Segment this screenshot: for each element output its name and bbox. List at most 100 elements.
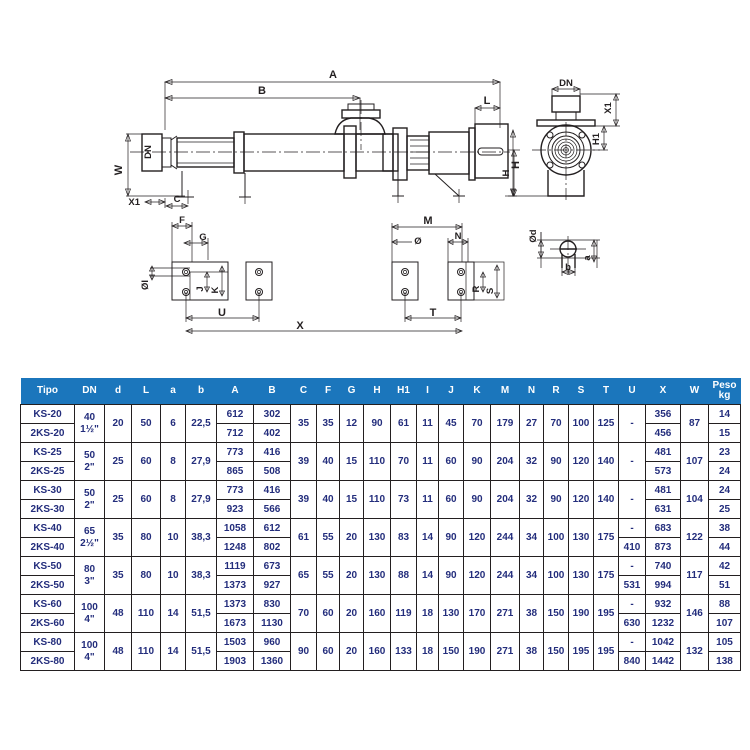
cell-H: 160 bbox=[363, 632, 391, 671]
cell-W: 132 bbox=[680, 632, 709, 671]
cell-M: 244 bbox=[490, 518, 520, 557]
cell-H: 130 bbox=[363, 556, 391, 595]
dim-label-X1-front: X1 bbox=[603, 101, 614, 113]
cell-I: 11 bbox=[416, 442, 439, 481]
dim-label-T: T bbox=[430, 307, 437, 319]
cell-b: 27,9 bbox=[185, 480, 217, 519]
dim-label-M: M bbox=[423, 215, 432, 227]
cell-N: 38 bbox=[519, 632, 544, 671]
cell-d: 48 bbox=[104, 594, 132, 633]
dim-label-K: K bbox=[210, 286, 221, 293]
cell-M: 271 bbox=[490, 632, 520, 671]
cell-K: 120 bbox=[463, 556, 491, 595]
cell-X: 1442 bbox=[645, 651, 681, 671]
table-row: 2KS-30 923 566 631 25 bbox=[20, 499, 741, 519]
cell-J: 90 bbox=[438, 518, 464, 557]
cell-d: 25 bbox=[104, 480, 132, 519]
cell-peso: 138 bbox=[708, 651, 741, 671]
cell-A: 773 bbox=[216, 442, 254, 462]
cell-peso: 88 bbox=[708, 594, 741, 614]
cell-J: 90 bbox=[438, 556, 464, 595]
dim-label-H-front: H bbox=[501, 169, 512, 176]
cell-N: 27 bbox=[519, 404, 544, 443]
col-header-X: X bbox=[645, 378, 681, 405]
cell-X: 481 bbox=[645, 480, 681, 500]
cell-G: 20 bbox=[339, 556, 364, 595]
cell-U: 630 bbox=[618, 613, 646, 633]
cell-A: 1673 bbox=[216, 613, 254, 633]
cell-K: 190 bbox=[463, 632, 491, 671]
table-row: KS-60 100 4" 48 110 14 51,5 1373 830 70 60 20 160 119… bbox=[20, 594, 741, 633]
cell-A: 1248 bbox=[216, 537, 254, 557]
cell-A: 923 bbox=[216, 499, 254, 519]
cell-S: 100 bbox=[568, 404, 594, 443]
cell-U: - bbox=[618, 480, 646, 519]
cell-S: 130 bbox=[568, 556, 594, 595]
cell-G: 15 bbox=[339, 480, 364, 519]
cell-G: 20 bbox=[339, 632, 364, 671]
cell-B: 302 bbox=[253, 404, 291, 424]
cell-b: 51,5 bbox=[185, 594, 217, 633]
cell-H1: 70 bbox=[390, 442, 417, 481]
dim-label-N: N bbox=[455, 231, 462, 242]
cell-C: 70 bbox=[290, 594, 317, 633]
col-header-C: C bbox=[290, 378, 317, 405]
table-row: KS-40 65 2½" 35 80 10 38,3 1058 612 61 55 20 130 83 14… bbox=[20, 518, 741, 557]
col-header-G: G bbox=[339, 378, 364, 405]
col-header-F: F bbox=[316, 378, 340, 405]
cell-F: 55 bbox=[316, 556, 340, 595]
cell-L: 60 bbox=[131, 480, 161, 519]
dim-label-F: F bbox=[179, 215, 185, 226]
cell-G: 15 bbox=[339, 442, 364, 481]
col-header-b: b bbox=[185, 378, 217, 405]
cell-peso: 25 bbox=[708, 499, 741, 519]
cell-B: 1130 bbox=[253, 613, 291, 633]
shaft-key-detail: Ød a b bbox=[528, 229, 600, 276]
cell-C: 35 bbox=[290, 404, 317, 443]
cell-B: 402 bbox=[253, 423, 291, 443]
col-header-H: H bbox=[363, 378, 391, 405]
cell-U: - bbox=[618, 404, 646, 443]
col-header-N: N bbox=[519, 378, 544, 405]
cell-peso: 24 bbox=[708, 461, 741, 481]
dim-label-S: S bbox=[485, 288, 496, 294]
cell-T: 125 bbox=[593, 404, 619, 443]
cell-X: 356 bbox=[645, 404, 681, 424]
cell-peso: 42 bbox=[708, 556, 741, 576]
cell-peso: 107 bbox=[708, 613, 741, 633]
cell-N: 34 bbox=[519, 518, 544, 557]
cell-H1: 119 bbox=[390, 594, 417, 633]
cell-S: 190 bbox=[568, 594, 594, 633]
pump-side-elevation: A B L DN bbox=[113, 69, 522, 210]
col-header-tipo: Tipo bbox=[20, 378, 75, 405]
base-plate-detail-left: F G bbox=[140, 215, 463, 335]
cell-B: 566 bbox=[253, 499, 291, 519]
cell-peso: 23 bbox=[708, 442, 741, 462]
cell-tipo: KS-50 bbox=[20, 556, 75, 576]
cell-H1: 83 bbox=[390, 518, 417, 557]
cell-tipo: 2KS-30 bbox=[20, 499, 75, 519]
cell-X: 1042 bbox=[645, 632, 681, 652]
cell-L: 80 bbox=[131, 556, 161, 595]
cell-X: 573 bbox=[645, 461, 681, 481]
col-header-peso: Peso kg bbox=[708, 378, 741, 405]
cell-F: 60 bbox=[316, 632, 340, 671]
table-row: KS-80 100 4" 48 110 14 51,5 1503 960 90 60 20 160 133… bbox=[20, 632, 741, 671]
dim-label-R: R bbox=[471, 285, 482, 292]
cell-peso: 14 bbox=[708, 404, 741, 424]
cell-B: 802 bbox=[253, 537, 291, 557]
cell-A: 1903 bbox=[216, 651, 254, 671]
cell-d: 20 bbox=[104, 404, 132, 443]
cell-b: 51,5 bbox=[185, 632, 217, 671]
dim-label-A: A bbox=[329, 69, 337, 81]
cell-L: 110 bbox=[131, 632, 161, 671]
cell-G: 20 bbox=[339, 518, 364, 557]
cell-S: 120 bbox=[568, 442, 594, 481]
col-header-H1: H1 bbox=[390, 378, 417, 405]
cell-peso: 105 bbox=[708, 632, 741, 652]
peso-line1: Peso bbox=[712, 379, 737, 391]
cell-A: 1373 bbox=[216, 594, 254, 614]
col-header-B: B bbox=[253, 378, 291, 405]
cell-tipo: 2KS-50 bbox=[20, 575, 75, 595]
table-row: KS-20 40 1½" 20 50 6 22,5 612 302 35 35 12 90 61 11 45 7… bbox=[20, 404, 741, 443]
